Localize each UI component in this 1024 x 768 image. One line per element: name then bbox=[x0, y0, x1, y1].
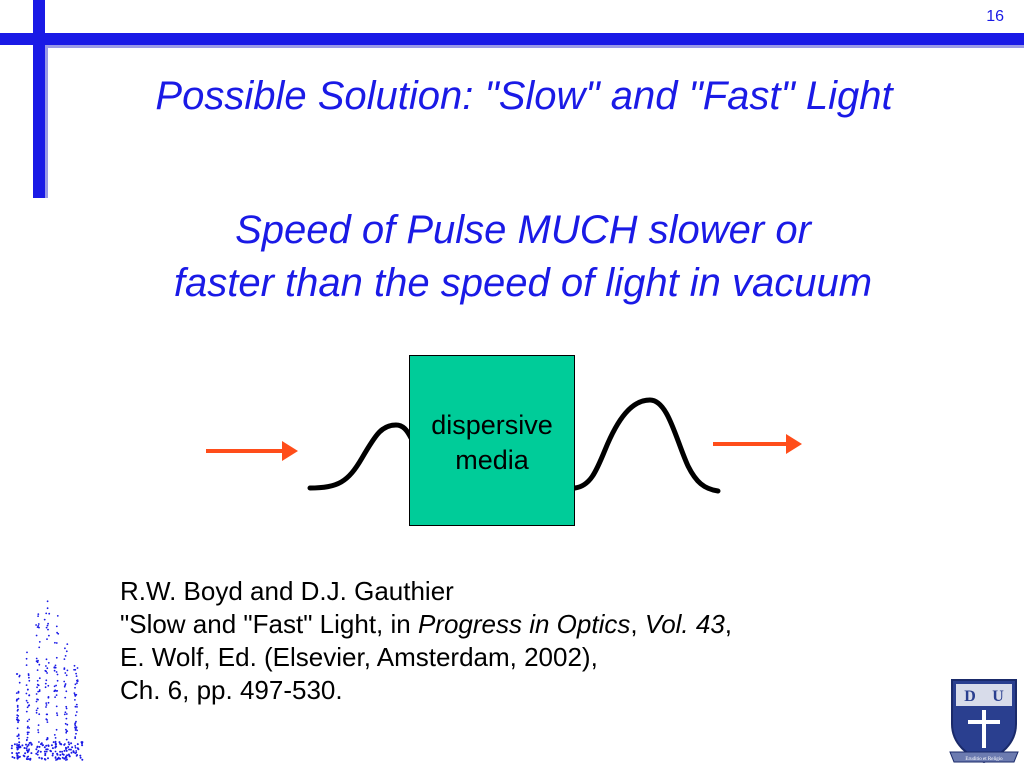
media-box-line-2: media bbox=[455, 445, 529, 475]
subtitle-line-1: Speed of Pulse MUCH slower or bbox=[235, 208, 811, 252]
output-arrow bbox=[713, 434, 802, 454]
reference-separator-1: , bbox=[630, 609, 645, 639]
reference-publisher: E. Wolf, Ed. (Elsevier, Amsterdam, 2002)… bbox=[120, 642, 598, 672]
input-pulse bbox=[307, 422, 414, 491]
subtitle-line-2: faster than the speed of light in vacuum bbox=[173, 261, 873, 305]
crest-letter-left: D bbox=[964, 688, 976, 705]
slide-title: Possible Solution: "Slow" and "Fast" Lig… bbox=[155, 74, 893, 118]
header-bar-horizontal bbox=[0, 33, 1024, 45]
header-bar-shadow-vertical bbox=[45, 45, 48, 198]
header-bar-shadow-horizontal bbox=[45, 45, 1024, 48]
reference-title: "Slow and "Fast" Light, in bbox=[120, 609, 418, 639]
output-pulse bbox=[572, 397, 721, 494]
header-bar-vertical bbox=[33, 0, 45, 198]
reference-journal: Progress in Optics bbox=[417, 609, 631, 639]
reference-separator-2: , bbox=[724, 609, 733, 639]
dispersive-media-box: dispersive media bbox=[409, 355, 575, 526]
input-arrow bbox=[206, 441, 298, 461]
reference-authors: R.W. Boyd and D.J. Gauthier bbox=[120, 576, 454, 606]
dotted-particle-logo bbox=[10, 600, 84, 761]
slide-number: 16 bbox=[986, 8, 1004, 25]
reference-citation: R.W. Boyd and D.J. Gauthier "Slow and "F… bbox=[120, 575, 732, 707]
media-box-line-1: dispersive bbox=[431, 410, 553, 440]
slide-subtitle: Speed of Pulse MUCH slower or faster tha… bbox=[0, 204, 1024, 310]
reference-pages: Ch. 6, pp. 497-530. bbox=[120, 675, 343, 705]
crest-motto: Eruditio et Religio bbox=[965, 757, 1003, 762]
university-crest-logo: D U Eruditio et Religio bbox=[949, 679, 1019, 764]
reference-volume: Vol. 43 bbox=[644, 609, 725, 639]
reference-line-2: "Slow and "Fast" Light, in Progress in O… bbox=[120, 608, 732, 641]
crest-letter-right: U bbox=[992, 688, 1004, 705]
